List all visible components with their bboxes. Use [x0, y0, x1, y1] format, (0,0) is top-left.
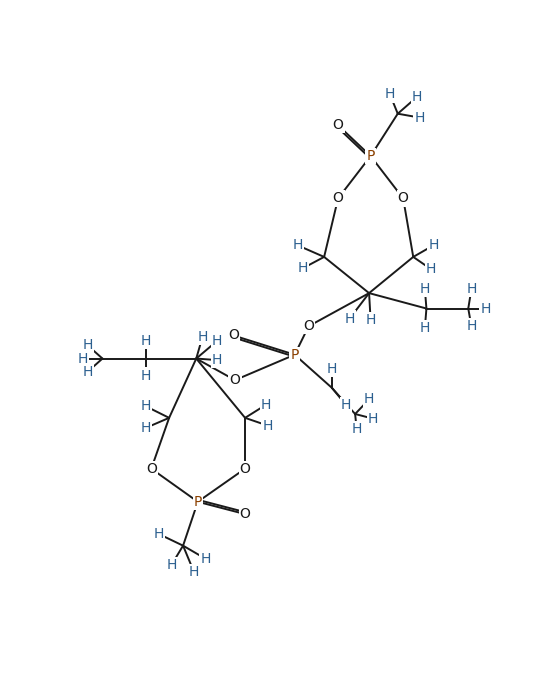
Text: H: H: [412, 89, 422, 104]
Text: H: H: [83, 365, 93, 378]
Text: O: O: [230, 373, 241, 387]
Text: H: H: [385, 87, 395, 102]
Text: H: H: [189, 565, 199, 579]
Text: O: O: [240, 462, 251, 476]
Text: H: H: [341, 398, 351, 412]
Text: O: O: [146, 462, 157, 476]
Text: H: H: [293, 239, 303, 252]
Text: H: H: [197, 330, 208, 344]
Text: H: H: [414, 111, 424, 125]
Text: H: H: [297, 262, 307, 275]
Text: H: H: [364, 393, 374, 406]
Text: P: P: [366, 149, 375, 163]
Text: O: O: [333, 118, 344, 132]
Text: H: H: [345, 311, 355, 325]
Text: H: H: [365, 313, 376, 327]
Text: H: H: [368, 412, 378, 426]
Text: H: H: [141, 421, 151, 435]
Text: P: P: [194, 495, 202, 508]
Text: H: H: [420, 321, 430, 335]
Text: H: H: [327, 361, 337, 376]
Text: H: H: [166, 558, 177, 572]
Text: H: H: [352, 422, 362, 437]
Text: H: H: [420, 282, 430, 296]
Text: H: H: [200, 552, 211, 565]
Text: H: H: [261, 398, 271, 412]
Text: H: H: [466, 319, 476, 333]
Text: H: H: [426, 262, 437, 276]
Text: H: H: [428, 239, 439, 252]
Text: H: H: [480, 302, 491, 315]
Text: H: H: [212, 334, 223, 348]
Text: O: O: [228, 328, 239, 342]
Text: O: O: [398, 191, 409, 205]
Text: H: H: [83, 338, 93, 353]
Text: O: O: [303, 319, 314, 333]
Text: H: H: [154, 527, 164, 541]
Text: P: P: [290, 348, 299, 361]
Text: H: H: [141, 369, 151, 382]
Text: H: H: [141, 399, 151, 414]
Text: H: H: [466, 282, 476, 296]
Text: O: O: [240, 507, 251, 521]
Text: H: H: [77, 352, 88, 365]
Text: H: H: [212, 353, 223, 367]
Text: O: O: [333, 191, 344, 205]
Text: H: H: [263, 418, 273, 433]
Text: H: H: [141, 334, 151, 348]
